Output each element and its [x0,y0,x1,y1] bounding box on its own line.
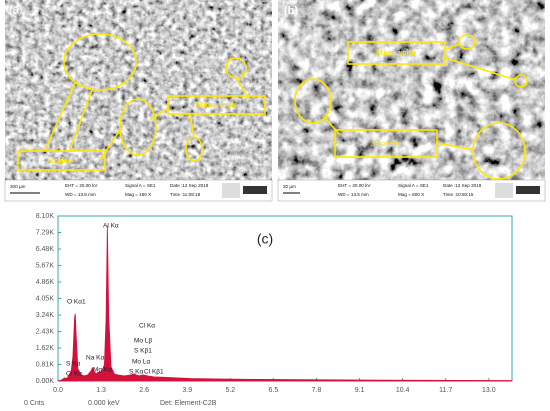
footer-text: 0.000 keV [88,400,120,407]
logo [495,183,513,198]
y-tick-label: 3.24K [36,312,55,319]
info-text: Signal A = SE1 [125,183,156,188]
y-tick-label: 2.43K [36,328,55,335]
highlight [458,34,476,50]
x-tick-label: 6.5 [269,387,279,394]
logo [516,186,540,194]
info-text: Date :12 Sep 2019 [170,183,209,188]
highlight [294,78,332,124]
peak-label: Mo Lβ [134,338,152,345]
x-tick-label: 10.4 [396,387,410,394]
y-tick-label: 5.67K [36,262,55,269]
peak-label: Cl Kβ1 [144,369,164,376]
sem-texture [278,0,545,180]
label-box [167,95,266,115]
info-text: Mag = 150 X [125,192,151,197]
footer-text: Det: Element-C2B [160,400,217,407]
footer-text: 0 Cnts [24,400,45,407]
peak-label: S Kα [66,361,80,368]
x-tick-label: 2.6 [139,387,149,394]
panel-label: (b) [284,5,298,17]
info-text: WD = 13.5 mm [65,192,96,197]
sem-image-a: Craters Micro voids (a) [4,0,273,202]
plot-frame [57,215,513,382]
y-tick-label: 8.10K [36,213,55,220]
y-tick-label: 0.00K [36,378,55,385]
x-tick-label: 13.0 [482,387,496,394]
connector [324,43,517,151]
peak-label: Mo Lα [132,359,150,366]
info-text: 300 µm [10,184,26,189]
label-box [17,150,106,171]
info-text: Time :11:08:19 [170,192,201,197]
peak-label: Cl Kα [139,323,155,330]
peak-label: Cl Kα [66,371,82,378]
peak-label: Na Kα [86,355,104,362]
annotation: Micro voids [376,48,417,57]
x-tick-label: 0.0 [53,387,63,394]
info-text: WD = 13.5 mm [338,192,369,197]
peak-label: S Kβ1 [134,348,152,355]
x-tick-label: 3.9 [182,387,192,394]
logo [222,183,240,198]
peak-label: Al Kα [103,223,119,230]
highlight [514,74,528,88]
annotation: Craters [48,156,74,165]
info-text: Date :12 Sep 2019 [443,183,482,188]
info-text: 20 µm [283,184,296,189]
info-bar [277,179,546,202]
sem-image-b: Micro voids Craters (b) [277,0,546,202]
info-text: EHT = 20.00 kV [65,183,98,188]
annotation: Craters [373,139,399,148]
x-tick-label: 1.3 [96,387,106,394]
highlight [472,122,526,180]
peak-label: O Kα1 [67,299,86,306]
logo [243,186,267,194]
label-box [334,129,438,158]
highlight [119,98,157,156]
chart-title: (c) [257,231,273,247]
peak-label: S Kα [129,369,143,376]
x-tick-label: 5.2 [225,387,235,394]
connector [44,77,251,161]
info-text: Time :10:50:15 [443,192,474,197]
label-box [347,41,446,65]
y-tick-label: 0.81K [36,361,55,368]
info-text: EHT = 20.00 kV [338,183,371,188]
peak-label: Mg Kα [93,367,112,374]
panel-label: (a) [9,4,22,16]
annotation: Micro voids [196,100,237,109]
y-tick-label: 1.62K [36,345,55,352]
info-text: Signal A = SE1 [398,183,429,188]
x-tick-label: 7.8 [312,387,322,394]
y-tick-label: 4.86K [36,279,55,286]
sem-texture [5,0,272,180]
y-tick-label: 4.05K [36,295,55,302]
spectrum [57,226,513,382]
y-tick-label: 6.48K [36,246,55,253]
info-bar [4,179,273,202]
x-tick-label: 9.1 [355,387,365,394]
info-text: Mag = 800 X [398,192,424,197]
x-tick-label: 11.7 [439,387,452,394]
highlight [63,33,137,91]
y-tick-label: 7.29K [36,229,55,236]
